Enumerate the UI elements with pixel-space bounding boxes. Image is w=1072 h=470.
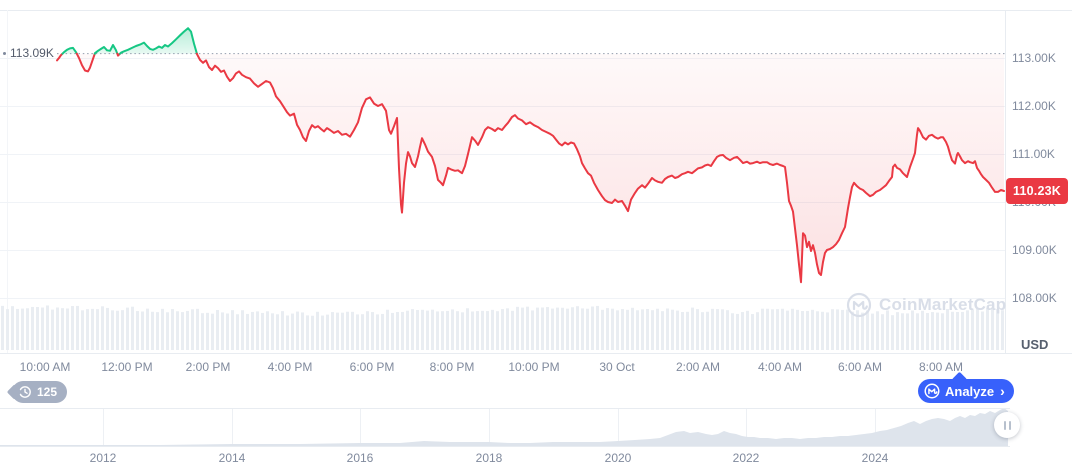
navigator-year-label: 2018 xyxy=(475,451,503,465)
current-price-badge: 110.23K xyxy=(1006,178,1068,204)
handle-grip-bar xyxy=(1003,420,1006,430)
y-axis-label: 111.00K xyxy=(1012,147,1055,161)
navigator-year-label: 2016 xyxy=(346,451,374,465)
handle-grip-bar xyxy=(1008,420,1011,430)
chevron-right-icon: › xyxy=(1000,383,1005,399)
history-count: 125 xyxy=(37,385,58,399)
history-count-badge[interactable]: 125 xyxy=(6,381,68,403)
baseline-marker-dot xyxy=(3,52,6,55)
navigator-year-label: 2022 xyxy=(732,451,760,465)
y-axis-label: 109.00K xyxy=(1012,243,1057,257)
x-axis-time-label: 10:00 AM xyxy=(19,360,71,374)
navigator-click-area[interactable] xyxy=(0,408,1010,446)
navigator-year-label: 2024 xyxy=(861,451,889,465)
x-axis-time-label: 12:00 PM xyxy=(101,360,153,374)
x-axis-time-label: 30 Oct xyxy=(599,360,635,374)
x-axis-time-label: 8:00 AM xyxy=(918,360,964,374)
x-axis-time-label: 10:00 PM xyxy=(508,360,560,374)
navigator-range-handle[interactable] xyxy=(994,412,1020,438)
y-axis-label: 112.00K xyxy=(1012,99,1056,113)
price-series xyxy=(56,27,1005,284)
navigator-year-label: 2014 xyxy=(218,451,246,465)
analyze-label: Analyze xyxy=(945,383,995,399)
y-axis-label: 113.00K xyxy=(1012,51,1056,65)
y-axis-label: 108.00K xyxy=(1012,291,1057,305)
x-axis-time-label: 4:00 PM xyxy=(267,360,313,374)
coinmarketcap-watermark: CoinMarketCap xyxy=(846,292,1006,318)
navigator-minimap[interactable] xyxy=(0,408,1010,447)
x-axis-time-label: 4:00 AM xyxy=(757,360,803,374)
navigator-year-label: 2012 xyxy=(89,451,117,465)
baseline-price-label: 113.09K xyxy=(10,46,54,60)
x-axis-time-label: 6:00 PM xyxy=(349,360,395,374)
navigator-history-area xyxy=(0,408,1008,446)
watermark-text: CoinMarketCap xyxy=(879,295,1007,314)
analyze-button[interactable]: Analyze › xyxy=(918,371,1014,403)
volume-bars xyxy=(1,305,1004,350)
x-axis-time-label: 8:00 PM xyxy=(429,360,475,374)
x-axis-time-label: 2:00 AM xyxy=(675,360,721,374)
navigator-year-label: 2020 xyxy=(604,451,632,465)
currency-label[interactable]: USD xyxy=(1021,337,1049,352)
coinmarketcap-logo-icon xyxy=(846,292,872,318)
x-axis-time-label: 2:00 PM xyxy=(185,360,231,374)
coinmarketcap-icon xyxy=(924,383,940,399)
x-axis-time-label: 6:00 AM xyxy=(837,360,883,374)
